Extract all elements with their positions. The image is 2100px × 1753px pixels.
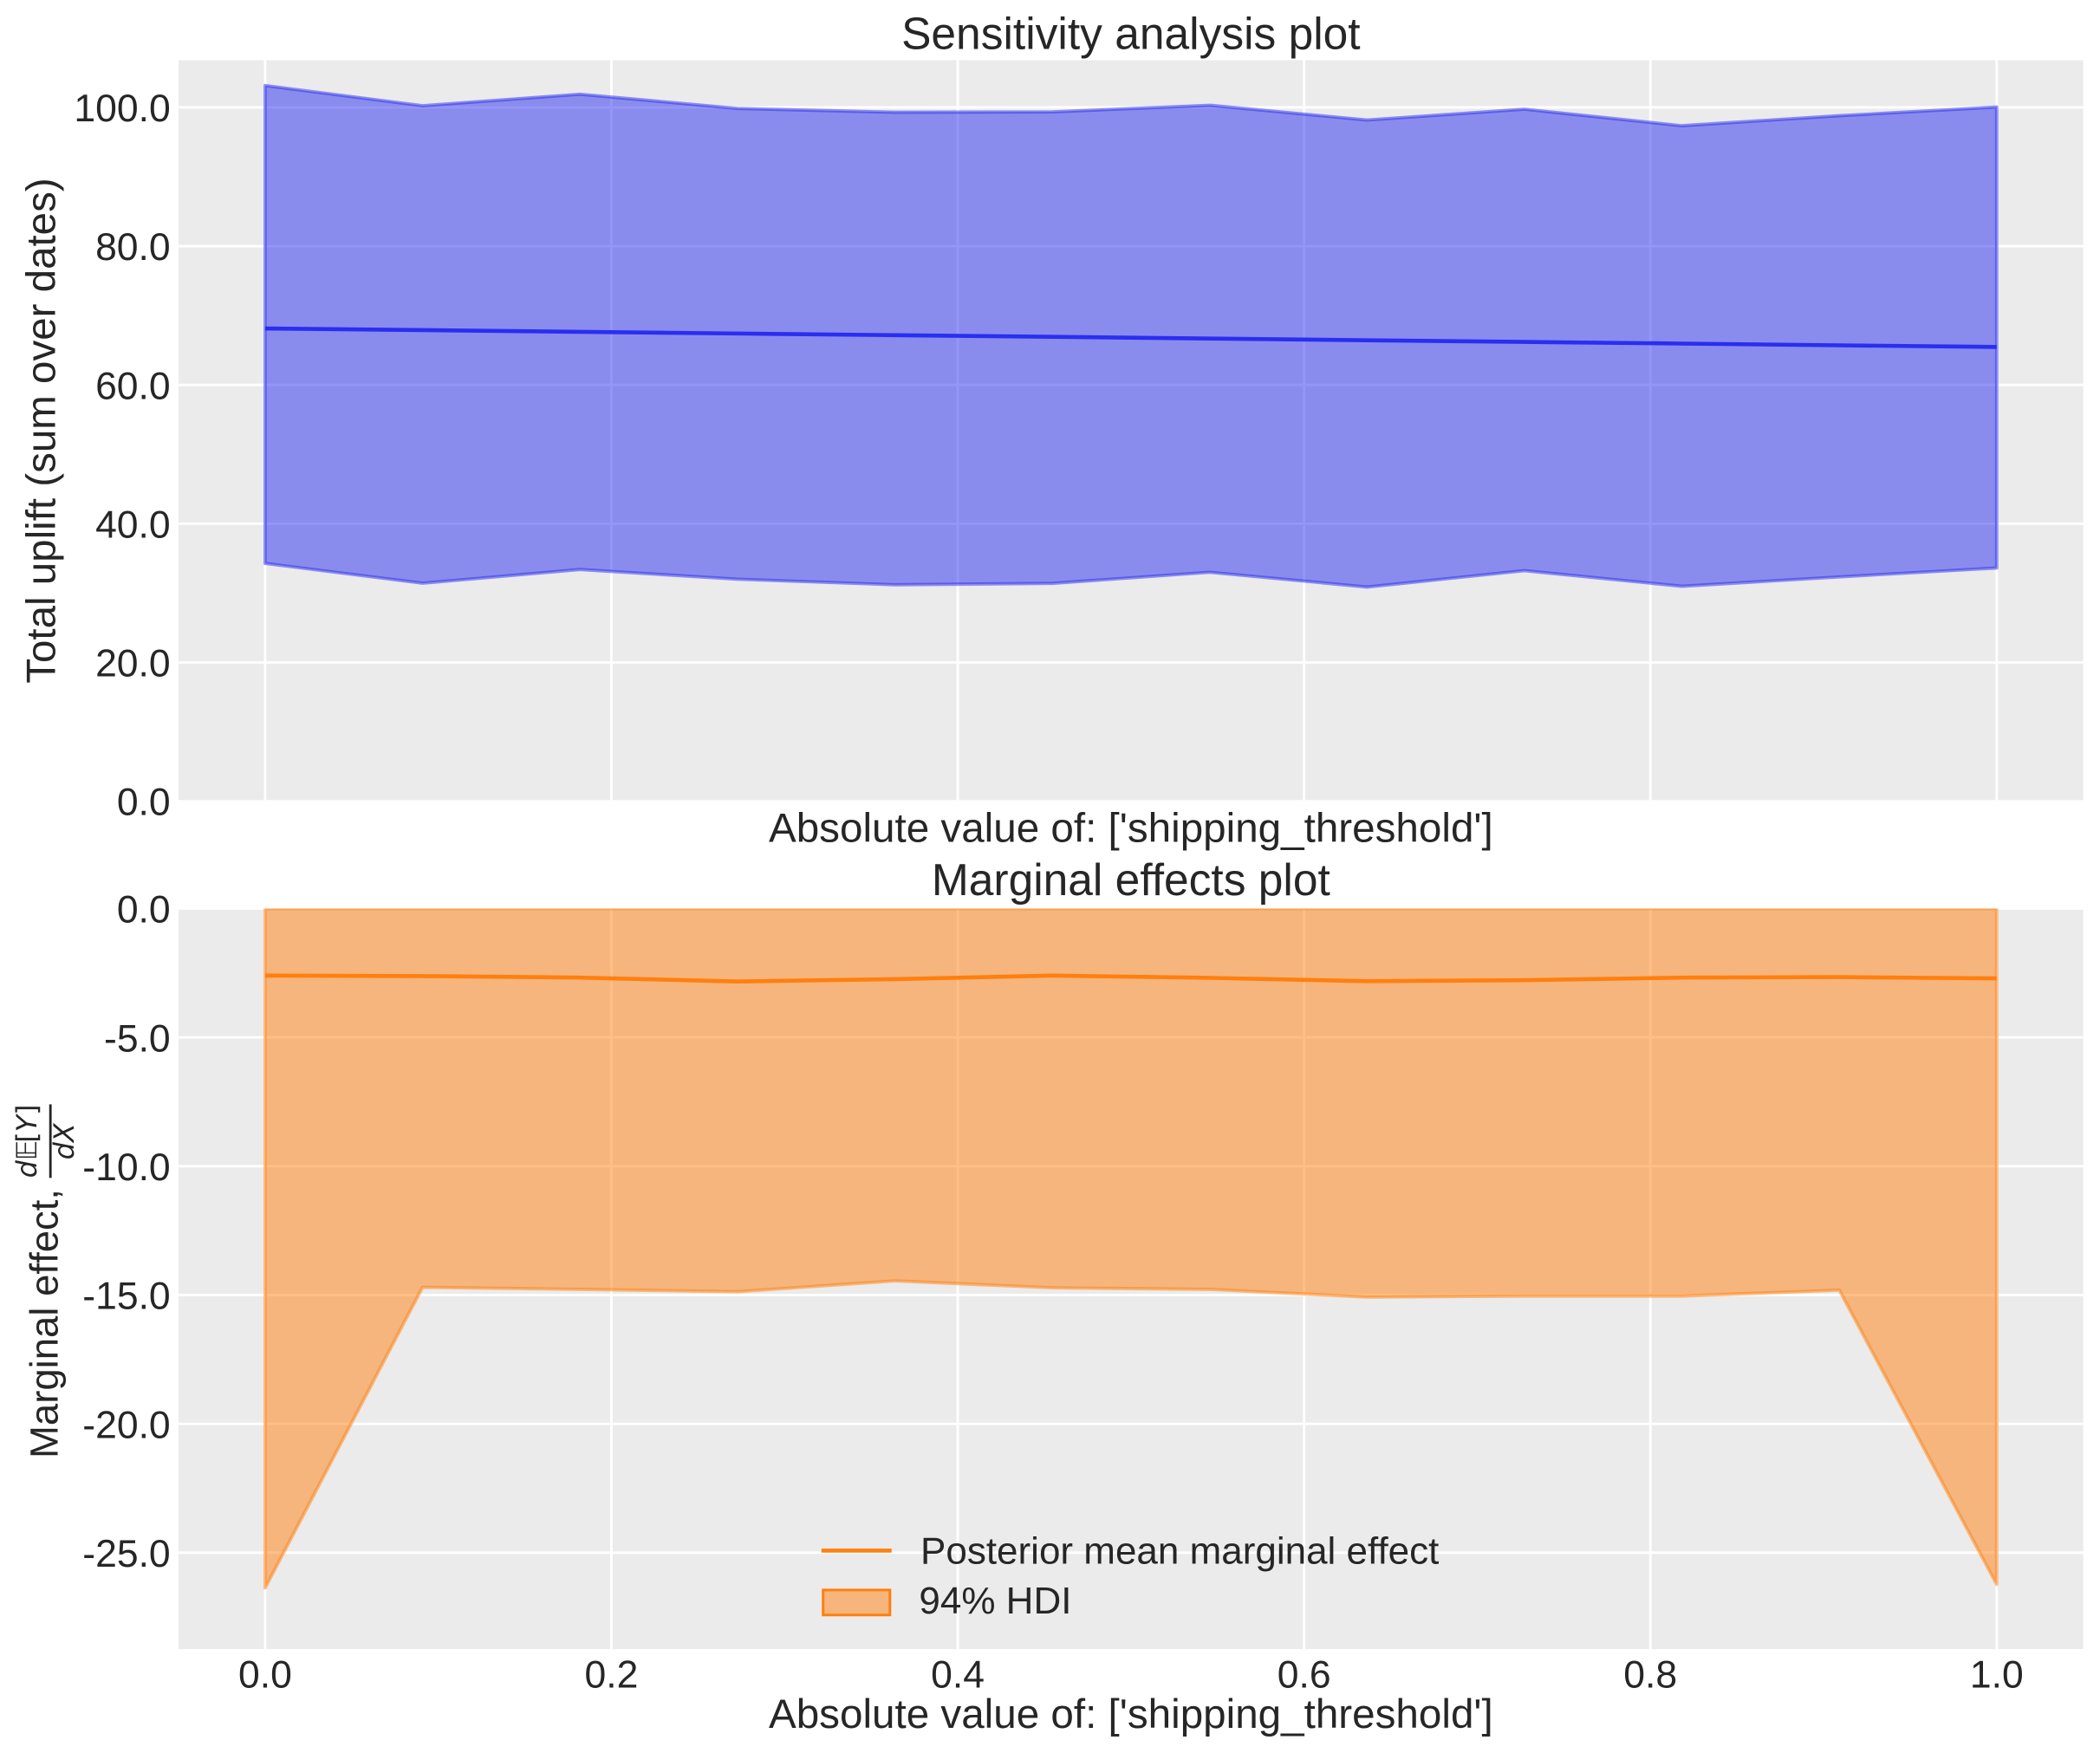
svg-text:80.0: 80.0 [95, 226, 171, 269]
svg-text:Marginal effects plot: Marginal effects plot [932, 854, 1330, 905]
svg-text:94% HDI: 94% HDI [919, 1580, 1071, 1622]
svg-text:Posterior mean marginal effect: Posterior mean marginal effect [920, 1530, 1439, 1573]
svg-text:Absolute value of: ['shipping_: Absolute value of: ['shipping_threshold'… [769, 1691, 1493, 1737]
svg-text:-15.0: -15.0 [82, 1276, 170, 1318]
svg-text:0.0: 0.0 [117, 782, 171, 824]
svg-text:0.4: 0.4 [931, 1653, 985, 1696]
svg-text:0.6: 0.6 [1278, 1653, 1331, 1696]
svg-text:-20.0: -20.0 [82, 1404, 170, 1446]
svg-text:0.8: 0.8 [1623, 1653, 1677, 1696]
svg-text:0.2: 0.2 [585, 1653, 639, 1696]
svg-text:60.0: 60.0 [95, 365, 171, 407]
svg-text:20.0: 20.0 [95, 643, 171, 685]
svg-text:0.0: 0.0 [117, 889, 171, 932]
svg-text:100.0: 100.0 [74, 88, 170, 130]
svg-text:40.0: 40.0 [95, 503, 171, 546]
svg-text:Total uplift (sum over dates): Total uplift (sum over dates) [18, 178, 64, 683]
svg-text:M a r g: M a r g i n a l e f f e c t , d d X Y 𝔼 … [10, 1104, 81, 1458]
svg-text:-5.0: -5.0 [104, 1017, 171, 1060]
svg-text:0.0: 0.0 [238, 1653, 292, 1696]
svg-text:Absolute value of: ['shipping_: Absolute value of: ['shipping_threshold'… [769, 805, 1493, 851]
svg-text:-25.0: -25.0 [82, 1533, 170, 1575]
svg-text:Sensitivity analysis plot: Sensitivity analysis plot [901, 9, 1361, 59]
svg-text:1.0: 1.0 [1970, 1653, 2024, 1696]
svg-text:-10.0: -10.0 [82, 1146, 170, 1189]
